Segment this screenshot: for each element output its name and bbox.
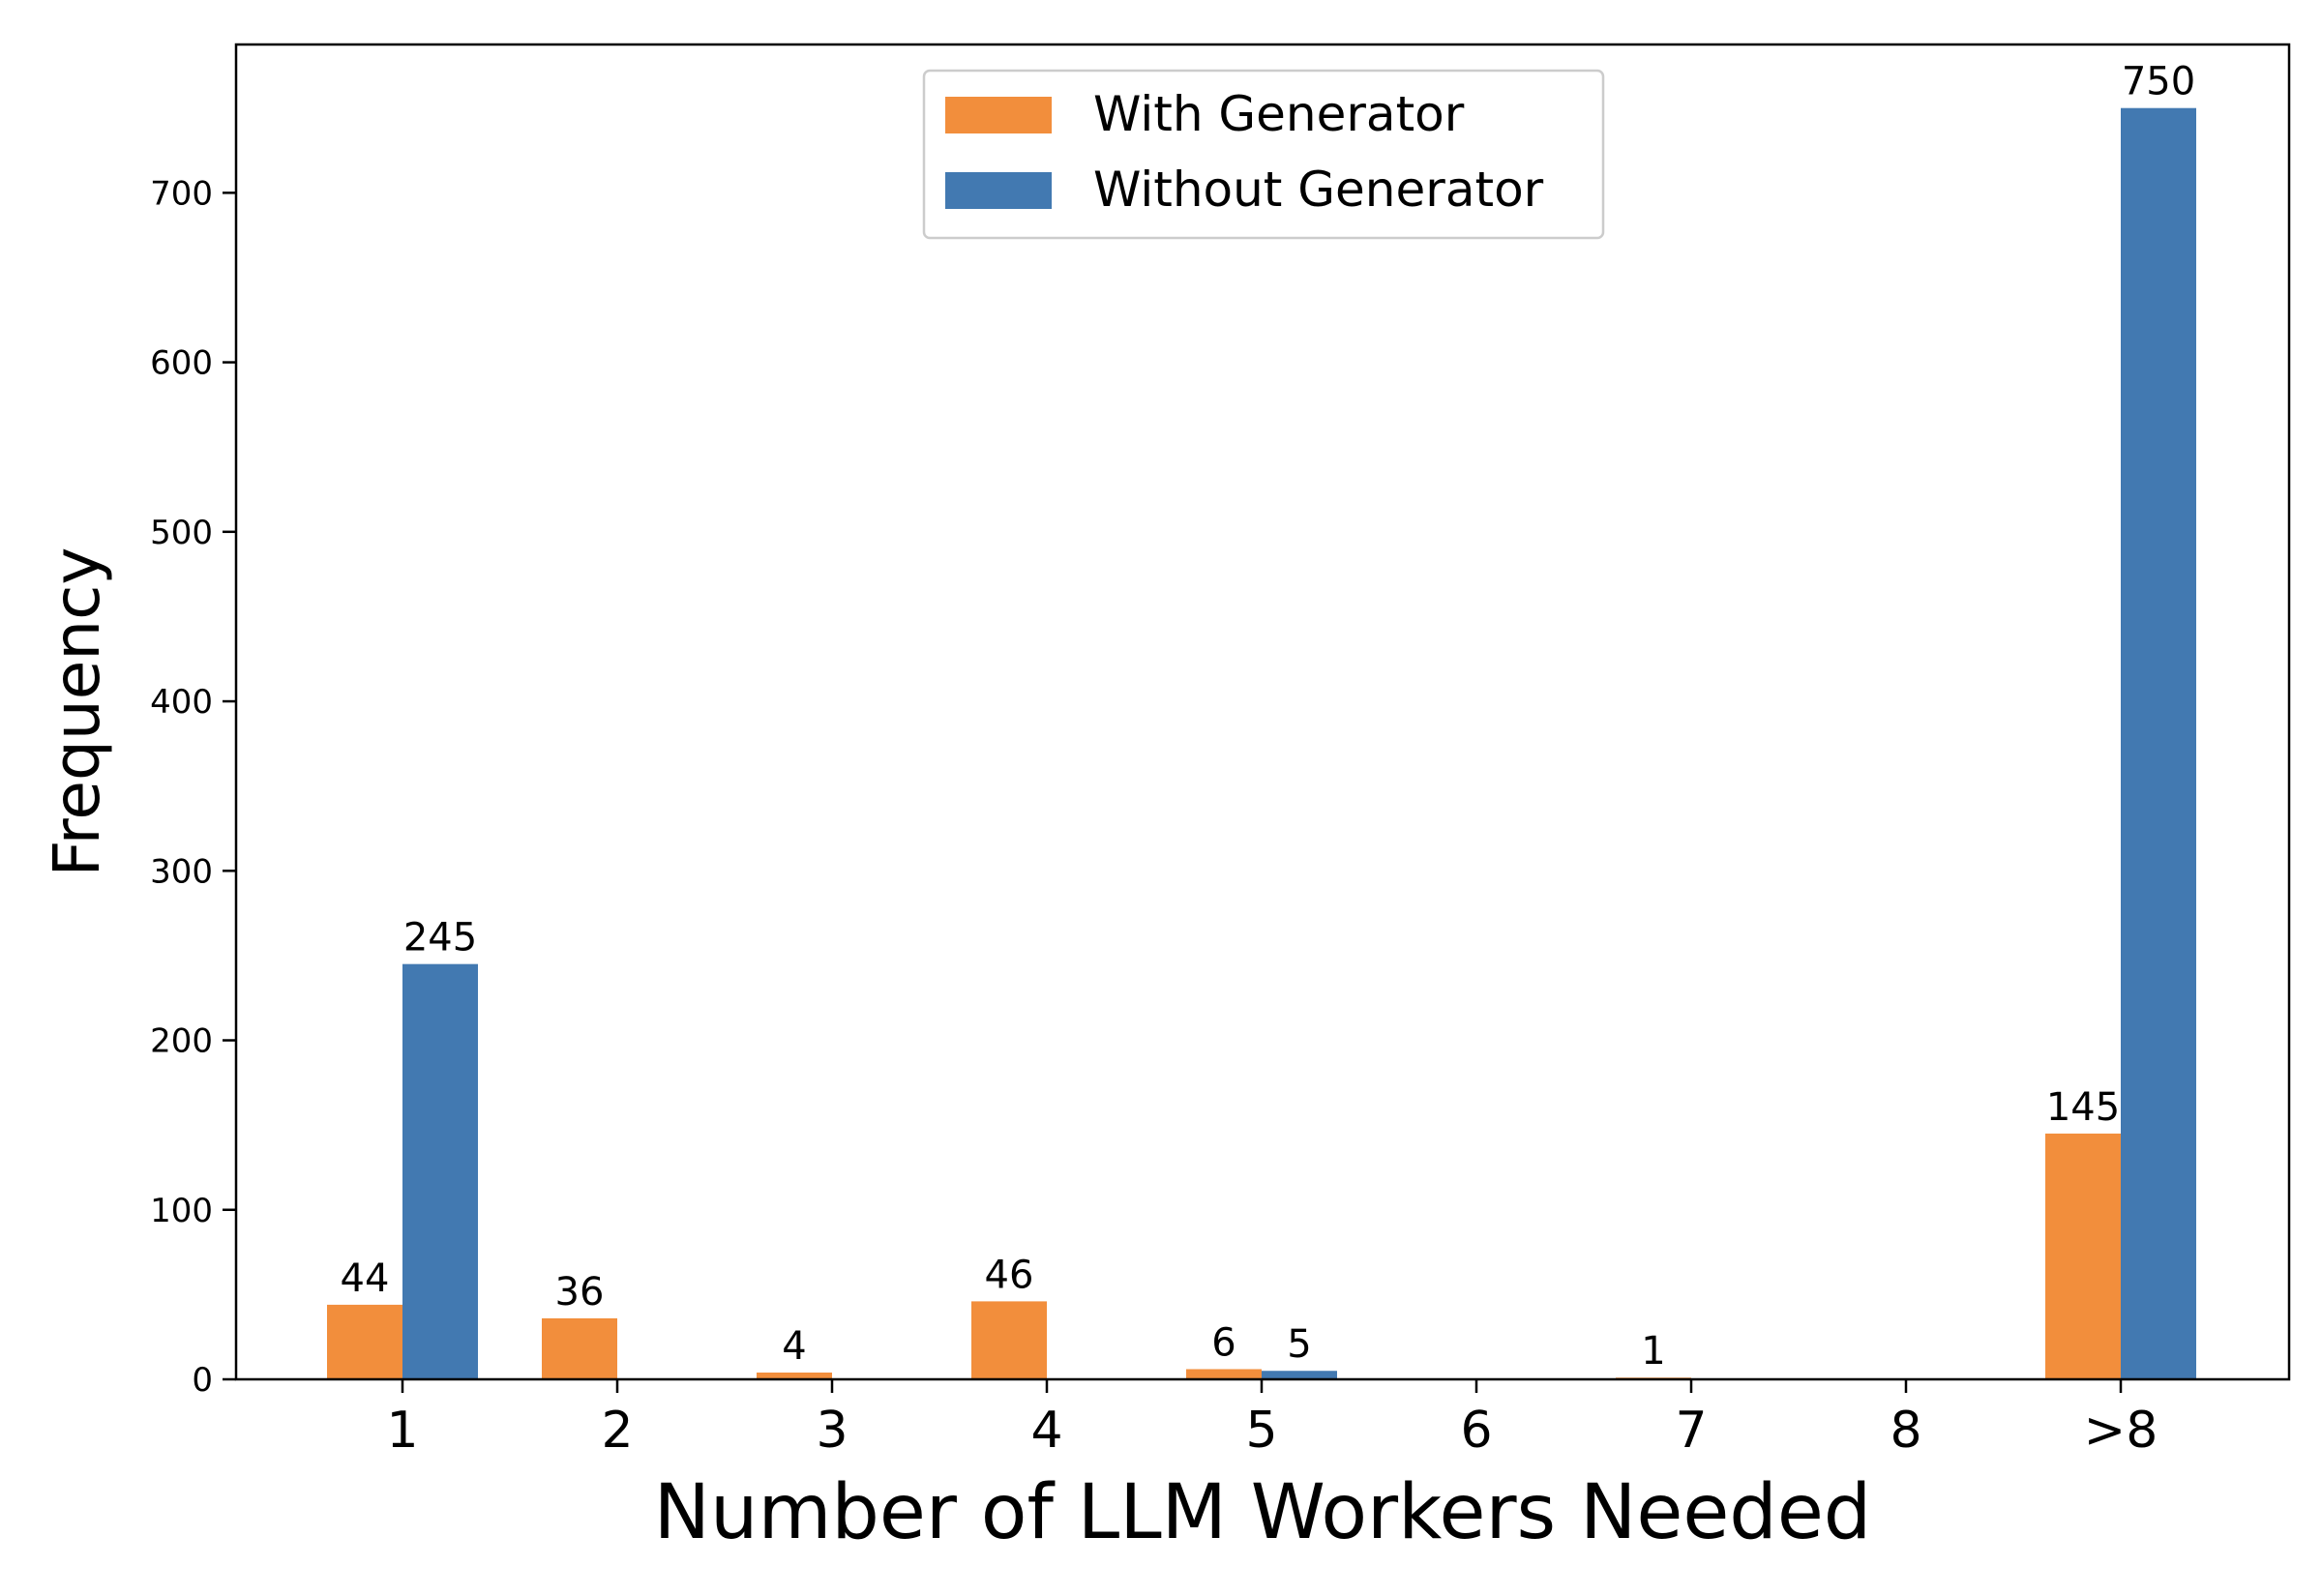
y-tick-label: 500	[150, 514, 213, 552]
y-tick-label: 600	[150, 344, 213, 383]
legend-swatch-with-generator	[945, 97, 1052, 133]
x-tick-label: 3	[816, 1402, 848, 1460]
bar-with-generator-3	[757, 1372, 832, 1379]
y-tick-label: 400	[150, 683, 213, 722]
y-axis: 0 100 200 300 400 500 600 700	[150, 174, 236, 1400]
data-label-with-generator-3: 4	[782, 1324, 806, 1369]
x-tick-label: 8	[1890, 1402, 1921, 1460]
legend-box	[922, 69, 1605, 240]
bar-without-generator-5	[1262, 1371, 1337, 1379]
data-label-without-generator-9: 750	[2122, 60, 2195, 104]
bar-labels-layer: 44 245 36 4 46 6 5 1 145 750	[341, 60, 2196, 1374]
x-tick-label: 5	[1245, 1402, 1277, 1460]
data-label-without-generator-1: 245	[403, 916, 477, 961]
x-tick-label: 7	[1675, 1402, 1707, 1460]
bar-with-generator-1	[327, 1304, 402, 1379]
x-axis: 1 2 3 4 5 6 7 8 >8	[386, 1379, 2158, 1460]
bar-without-generator-9	[2121, 107, 2196, 1380]
data-label-with-generator-7: 1	[1641, 1329, 1665, 1374]
data-label-with-generator-2: 36	[555, 1270, 605, 1315]
y-tick-label: 700	[150, 174, 213, 213]
x-tick-label: >8	[2084, 1402, 2158, 1460]
data-label-without-generator-5: 5	[1287, 1322, 1311, 1367]
data-label-with-generator-9: 145	[2046, 1085, 2120, 1130]
bar-with-generator-4	[971, 1301, 1047, 1379]
x-tick-label: 2	[601, 1402, 633, 1460]
legend-label-with-generator: With Generator	[1093, 86, 1465, 142]
y-axis-label: Frequency	[40, 547, 114, 877]
bar-without-generator-1	[402, 963, 478, 1379]
bar-with-generator-5	[1186, 1369, 1262, 1379]
y-tick-label: 200	[150, 1022, 213, 1061]
bar-with-generator-9	[2045, 1133, 2121, 1379]
x-tick-label: 1	[386, 1402, 418, 1460]
y-tick-label: 100	[150, 1192, 213, 1230]
data-label-with-generator-1: 44	[341, 1256, 390, 1301]
data-label-with-generator-4: 46	[985, 1253, 1034, 1297]
data-label-with-generator-5: 6	[1211, 1320, 1235, 1365]
bar-with-generator-2	[542, 1317, 617, 1379]
legend-label-without-generator: Without Generator	[1093, 162, 1544, 218]
bars-layer	[327, 107, 2196, 1380]
legend-swatch-without-generator	[945, 172, 1052, 209]
x-tick-label: 6	[1460, 1402, 1492, 1460]
x-axis-label: Number of LLM Workers Needed	[654, 1469, 1872, 1556]
legend: With Generator Without Generator	[922, 69, 1605, 240]
y-tick-label: 300	[150, 852, 213, 891]
x-tick-label: 4	[1030, 1402, 1062, 1460]
y-tick-label: 0	[192, 1361, 213, 1400]
